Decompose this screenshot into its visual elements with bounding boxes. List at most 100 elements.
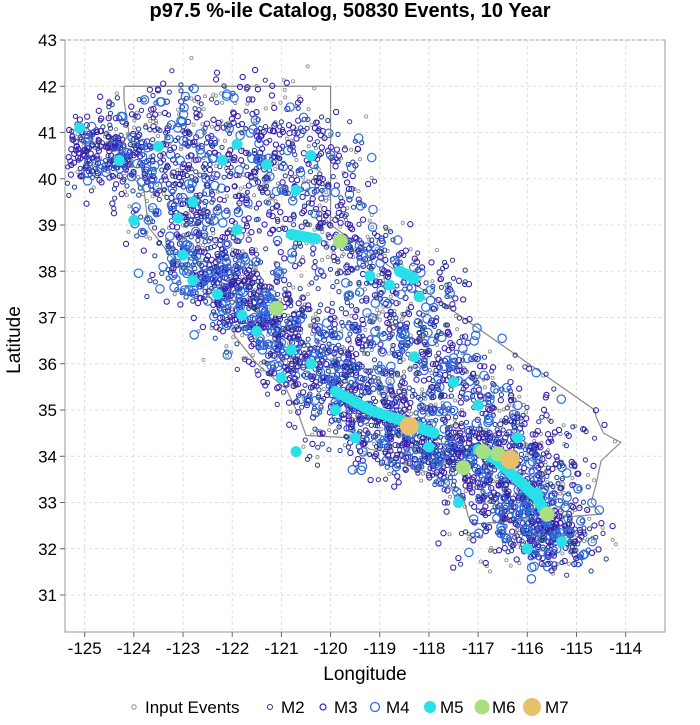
m2-event-point xyxy=(445,500,451,506)
m3-event-point xyxy=(225,150,233,158)
input-event-point xyxy=(150,194,155,199)
m2-event-point xyxy=(136,192,142,198)
m3-event-point xyxy=(318,195,325,202)
m3-event-point xyxy=(414,338,421,345)
m4-event-point xyxy=(557,462,567,473)
input-event-point xyxy=(362,450,367,455)
m3-event-point xyxy=(356,416,363,423)
m2-event-point xyxy=(152,279,158,285)
m3-event-point xyxy=(120,142,127,149)
m3-event-point xyxy=(384,319,391,327)
m2-event-point xyxy=(287,164,293,170)
m2-event-point xyxy=(312,426,318,432)
m3-event-point xyxy=(284,105,291,113)
m4-event-point xyxy=(528,549,539,560)
m2-event-point xyxy=(138,214,144,220)
m3-event-point xyxy=(356,254,363,261)
m4-event-point xyxy=(479,370,489,381)
m3-event-point xyxy=(429,360,437,368)
m3-event-point xyxy=(328,308,336,315)
m2-event-point xyxy=(155,126,161,132)
m2-event-point xyxy=(444,282,450,288)
m4-event-point xyxy=(272,235,283,246)
input-event-point xyxy=(524,453,529,458)
m3-event-point xyxy=(598,520,605,527)
m4-event-point xyxy=(137,227,148,238)
m3-event-point xyxy=(360,262,367,269)
m3-event-point xyxy=(343,179,351,186)
m4-event-point xyxy=(200,274,211,284)
m4-event-point xyxy=(266,360,276,371)
m3-event-point xyxy=(97,93,104,100)
m3-event-point xyxy=(94,170,102,177)
m3-event-point xyxy=(401,380,408,387)
m3-event-point xyxy=(444,287,451,295)
m3-event-point xyxy=(387,308,394,315)
m3-event-point xyxy=(337,201,344,209)
m2-event-point xyxy=(316,393,322,399)
m2-event-point xyxy=(343,373,349,380)
input-event-point xyxy=(356,189,361,194)
m3-event-point xyxy=(398,249,405,257)
m4-event-point xyxy=(423,327,433,338)
input-event-point xyxy=(227,125,232,130)
m3-event-point xyxy=(212,237,219,244)
m2-event-point xyxy=(492,467,498,473)
m4-event-point xyxy=(310,407,321,418)
m3-event-point xyxy=(177,301,184,308)
m3-event-point xyxy=(534,427,541,435)
m3-event-point xyxy=(495,547,503,554)
input-event-point xyxy=(172,292,177,297)
m3-event-point xyxy=(449,301,456,308)
m4-event-point xyxy=(587,497,597,508)
m2-event-point xyxy=(498,392,504,398)
m2-event-point xyxy=(350,427,356,434)
m4-event-point xyxy=(235,286,246,296)
m4-event-point xyxy=(471,418,482,429)
m3-event-point xyxy=(271,128,278,135)
m4-event-point xyxy=(326,375,336,385)
m3-event-point xyxy=(84,113,91,120)
m4-event-point xyxy=(121,147,132,158)
m4-event-point xyxy=(594,505,605,515)
m3-event-point xyxy=(299,209,306,217)
m3-event-point xyxy=(188,152,195,159)
m3-event-point xyxy=(421,339,428,346)
m3-event-point xyxy=(523,415,530,422)
m3-event-point xyxy=(345,416,352,423)
m2-event-point xyxy=(444,322,450,328)
m3-event-point xyxy=(83,200,90,207)
m3-event-point xyxy=(480,493,487,501)
m2-event-point xyxy=(375,457,381,463)
m3-event-point xyxy=(136,131,143,139)
input-event-point xyxy=(309,122,314,127)
m4-event-point xyxy=(399,342,409,352)
m2-event-point xyxy=(286,282,292,288)
m3-event-point xyxy=(77,155,84,162)
m3-event-point xyxy=(187,185,195,192)
m2-event-point xyxy=(253,217,259,223)
m2-event-point xyxy=(580,499,587,505)
m2-event-point xyxy=(265,391,271,397)
input-event-point xyxy=(200,243,205,248)
m3-event-point xyxy=(395,479,402,486)
m3-event-point xyxy=(388,388,395,395)
m3-event-point xyxy=(227,314,234,321)
m2-event-point xyxy=(226,130,233,136)
m3-event-point xyxy=(354,145,361,153)
m4-event-point xyxy=(529,561,539,572)
m3-event-point xyxy=(255,200,263,207)
m3-event-point xyxy=(482,559,489,567)
m3-event-point xyxy=(590,462,597,470)
input-event-point xyxy=(220,100,225,105)
m3-event-point xyxy=(529,431,536,438)
m3-event-point xyxy=(327,222,334,229)
m2-event-point xyxy=(209,227,216,233)
m3-event-point xyxy=(185,161,193,169)
input-event-point xyxy=(539,431,544,436)
m2-event-point xyxy=(438,284,444,290)
m4-event-point xyxy=(485,395,495,405)
m3-event-point xyxy=(197,295,204,302)
input-event-point xyxy=(429,289,434,294)
m4-event-point xyxy=(519,504,529,514)
